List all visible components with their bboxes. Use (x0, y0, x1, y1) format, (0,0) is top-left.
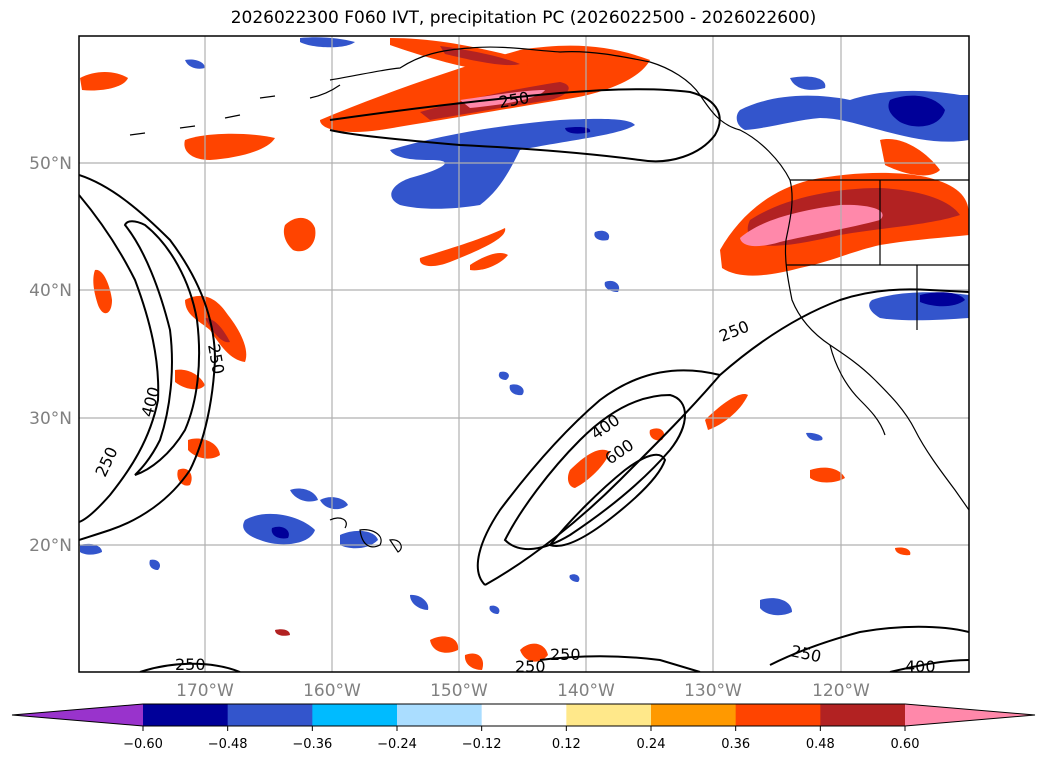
colorbar-bin (397, 704, 483, 726)
colorbar-tick-label: 0.48 (806, 737, 835, 752)
graticule (79, 36, 969, 672)
colorbar-bin (566, 704, 652, 726)
colorbar-tick-label: −0.36 (292, 737, 332, 752)
colorbar-tick-label: −0.12 (462, 737, 502, 752)
colorbar-tick-label: 0.24 (637, 737, 666, 752)
colorbar: −0.60 −0.48 −0.36 −0.24 −0.12 0.12 0.24 0.36 0.4… (11, 703, 1036, 752)
colorbar-tick-label: −0.24 (377, 737, 417, 752)
colorbar-tick-label: −0.48 (208, 737, 248, 752)
contour-label: 250 (175, 655, 206, 674)
lon-label: 120°W (812, 681, 870, 701)
colorbar-extend-max (905, 704, 1035, 726)
latitude-labels: 50°N 40°N 30°N 20°N (29, 154, 72, 556)
colorbar-tick-label: −0.60 (123, 737, 163, 752)
contour-label: 250 (550, 645, 581, 664)
map-title: 2026022300 F060 IVT, precipitation PC (2… (230, 8, 817, 28)
colorbar-bin (651, 704, 737, 726)
coastlines (129, 46, 969, 553)
longitude-labels: 170°W 160°W 150°W 140°W 130°W 120°W (176, 681, 870, 701)
lat-label: 20°N (29, 536, 72, 556)
contour-label: 400 (905, 657, 936, 676)
colorbar-bin (735, 704, 821, 726)
colorbar-bin (227, 704, 313, 726)
lat-label: 40°N (29, 281, 72, 301)
colorbar-tick-label: 0.60 (891, 737, 920, 752)
colorbar-bin (820, 704, 906, 726)
colorbar-bin (143, 704, 229, 726)
colorbar-bin (312, 704, 398, 726)
lon-label: 150°W (430, 681, 488, 701)
colorbar-extend-min (12, 704, 143, 726)
lon-label: 140°W (557, 681, 615, 701)
map-frame (78, 35, 970, 673)
ivt-contours (79, 88, 969, 672)
colorbar-tick-label: 0.12 (552, 737, 581, 752)
contour-label: 250 (515, 657, 546, 676)
colorbar-bin (481, 704, 567, 726)
lat-label: 50°N (29, 154, 72, 174)
colorbar-tick-label: 0.36 (721, 737, 750, 752)
lon-label: 130°W (684, 681, 742, 701)
lon-label: 170°W (176, 681, 234, 701)
lat-label: 30°N (29, 409, 72, 429)
lon-label: 160°W (303, 681, 361, 701)
